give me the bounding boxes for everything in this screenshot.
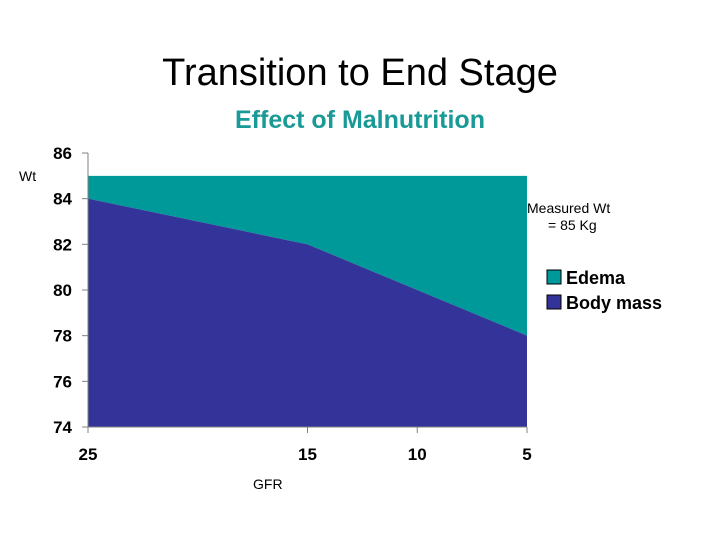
x-tick-label: 5 — [522, 445, 531, 464]
y-tick-label: 84 — [53, 190, 72, 209]
annotation-line-1: Measured Wt — [527, 200, 610, 216]
y-tick-label: 80 — [53, 281, 72, 300]
y-axis-label: Wt — [19, 168, 36, 184]
y-tick-label: 78 — [53, 327, 72, 346]
x-tick-label: 25 — [79, 445, 98, 464]
area-edema — [88, 175, 527, 336]
chart-title: Effect of Malnutrition — [235, 106, 485, 134]
legend-label-body-mass: Body mass — [566, 293, 662, 313]
legend-swatch-body-mass — [546, 294, 562, 310]
annotation-line-2: = 85 Kg — [548, 217, 597, 233]
y-tick-label: 74 — [53, 418, 72, 437]
x-axis-label: GFR — [253, 476, 283, 492]
area-body-mass — [88, 198, 527, 427]
y-tick-label: 86 — [53, 144, 72, 163]
legend-label-edema: Edema — [566, 268, 626, 288]
legend: Edema Body mass — [546, 268, 662, 313]
y-tick-label: 76 — [53, 372, 72, 391]
legend-swatch-edema — [546, 269, 562, 285]
y-tick-label: 82 — [53, 235, 72, 254]
x-tick-label: 15 — [298, 445, 317, 464]
slide-title: Transition to End Stage — [162, 52, 558, 94]
x-tick-label: 10 — [408, 445, 427, 464]
